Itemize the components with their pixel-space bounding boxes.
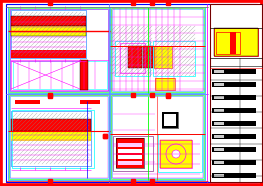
Circle shape: [172, 150, 180, 158]
Bar: [158, 134, 202, 172]
Bar: [212, 121, 256, 126]
Bar: [210, 4, 262, 182]
Bar: [116, 138, 144, 168]
Bar: [118, 149, 142, 153]
Bar: [11, 26, 86, 36]
Bar: [116, 138, 144, 168]
Bar: [214, 148, 224, 151]
Bar: [11, 10, 86, 58]
Bar: [110, 94, 205, 180]
Bar: [110, 94, 205, 180]
Bar: [214, 96, 224, 99]
Bar: [212, 108, 256, 113]
Bar: [214, 28, 258, 56]
Bar: [110, 7, 205, 93]
Bar: [120, 43, 145, 73]
Bar: [10, 9, 108, 91]
Bar: [216, 32, 240, 54]
Bar: [155, 78, 175, 90]
Bar: [110, 7, 205, 93]
Bar: [9, 8, 109, 92]
Bar: [160, 140, 192, 168]
Bar: [11, 50, 86, 58]
Bar: [212, 69, 256, 74]
Bar: [128, 46, 142, 68]
Bar: [112, 96, 203, 178]
Bar: [164, 114, 176, 126]
Bar: [212, 147, 256, 152]
Bar: [214, 174, 224, 177]
Bar: [13, 61, 107, 89]
Bar: [212, 134, 256, 139]
Bar: [111, 95, 204, 179]
Bar: [8, 7, 110, 93]
Bar: [214, 28, 258, 56]
Bar: [8, 94, 110, 180]
Bar: [8, 94, 110, 180]
Bar: [11, 131, 91, 141]
Bar: [111, 8, 204, 92]
Bar: [112, 9, 203, 91]
Bar: [11, 16, 86, 26]
Bar: [210, 4, 262, 182]
Bar: [212, 160, 256, 165]
Bar: [118, 143, 142, 147]
Bar: [10, 96, 108, 178]
Bar: [112, 96, 203, 178]
Bar: [154, 46, 172, 68]
Bar: [80, 60, 88, 90]
Bar: [9, 95, 109, 179]
Bar: [212, 173, 256, 178]
Bar: [162, 112, 178, 128]
Bar: [115, 41, 150, 76]
Bar: [210, 4, 262, 182]
Bar: [11, 111, 91, 166]
Bar: [212, 95, 256, 100]
Bar: [155, 78, 175, 90]
Bar: [160, 140, 192, 168]
Bar: [10, 96, 108, 178]
Bar: [214, 135, 224, 138]
Bar: [143, 46, 153, 68]
Bar: [113, 136, 153, 171]
Bar: [112, 9, 203, 91]
Bar: [214, 28, 258, 56]
Bar: [8, 7, 110, 93]
Bar: [216, 32, 240, 54]
Bar: [15, 100, 40, 104]
Bar: [80, 100, 100, 104]
Bar: [230, 32, 236, 54]
Bar: [214, 122, 224, 125]
Bar: [128, 46, 142, 68]
Bar: [214, 83, 224, 86]
Bar: [143, 46, 153, 68]
Bar: [11, 26, 86, 36]
Bar: [214, 161, 224, 164]
Bar: [113, 136, 153, 171]
Bar: [11, 111, 91, 166]
Bar: [214, 109, 224, 112]
Bar: [11, 16, 86, 26]
Bar: [12, 110, 94, 168]
Bar: [214, 70, 224, 73]
Bar: [11, 119, 91, 131]
Bar: [118, 161, 142, 165]
Bar: [11, 10, 86, 58]
Bar: [118, 155, 142, 159]
Bar: [11, 119, 91, 131]
Bar: [160, 140, 192, 168]
Bar: [10, 9, 108, 91]
Bar: [153, 41, 195, 76]
Bar: [80, 60, 88, 90]
Bar: [162, 112, 178, 128]
Bar: [212, 82, 256, 87]
Bar: [11, 60, 109, 90]
Circle shape: [166, 144, 186, 164]
Bar: [154, 46, 172, 68]
